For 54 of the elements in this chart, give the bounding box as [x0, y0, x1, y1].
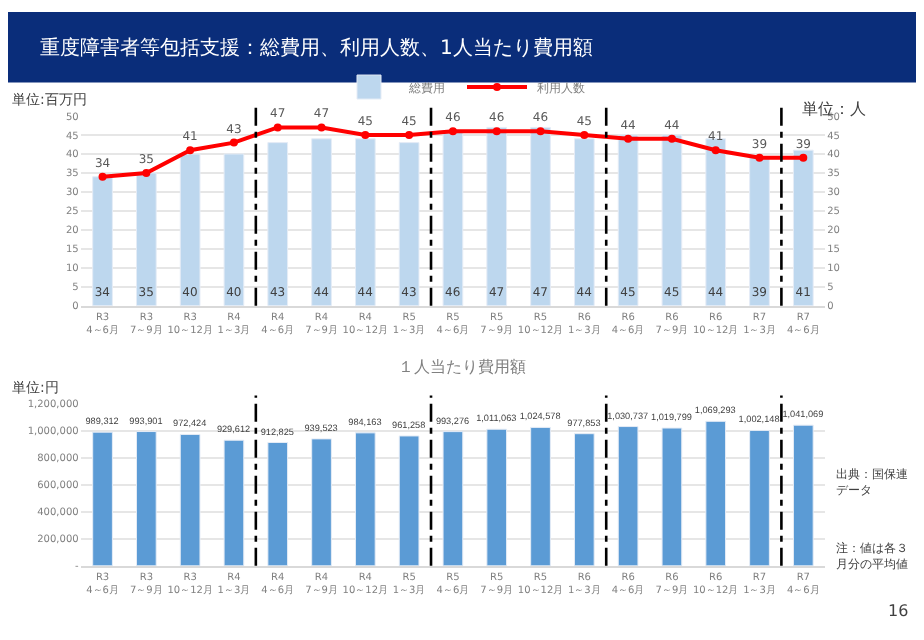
chart-title: 重度障害者等包括支援：総費用、利用人数、1人当たり費用額 [40, 36, 593, 60]
chart-title: １人当たり費用額 [398, 358, 526, 376]
point [624, 134, 633, 143]
point [448, 127, 457, 136]
bar [705, 420, 727, 566]
text: 16 [888, 602, 909, 620]
point [186, 146, 195, 155]
point [273, 123, 282, 132]
bar [486, 428, 508, 566]
point [361, 131, 370, 140]
point [492, 127, 501, 136]
point [536, 127, 545, 136]
bar [135, 431, 157, 566]
bar [749, 157, 770, 306]
bar [267, 442, 289, 566]
bar [442, 431, 464, 566]
bar [135, 172, 157, 306]
bar [749, 429, 770, 566]
bar [311, 438, 332, 566]
bar [573, 433, 595, 566]
point [755, 153, 764, 162]
point [667, 134, 676, 143]
bar [354, 432, 376, 566]
bar [617, 426, 639, 566]
point [142, 168, 151, 177]
bar [179, 153, 201, 306]
bar [398, 435, 420, 566]
point [98, 172, 107, 181]
bar [792, 149, 814, 306]
bar [354, 138, 376, 306]
bar [486, 126, 508, 306]
point [405, 131, 414, 140]
bar [92, 176, 113, 306]
bar [398, 142, 420, 306]
bar [792, 424, 814, 566]
bar [267, 142, 289, 306]
bar [223, 153, 245, 306]
bar [311, 138, 332, 306]
bar [661, 134, 683, 306]
bar [617, 134, 639, 306]
bar [179, 433, 201, 566]
point [799, 153, 808, 162]
point [317, 123, 326, 132]
bar [442, 130, 464, 306]
bar [573, 138, 595, 306]
bar [705, 138, 727, 306]
point [229, 138, 238, 147]
bar [661, 427, 683, 566]
bar [223, 439, 245, 566]
point [580, 131, 589, 140]
bar [530, 426, 551, 566]
point [711, 146, 720, 155]
bar [530, 126, 551, 306]
bar [92, 431, 113, 566]
